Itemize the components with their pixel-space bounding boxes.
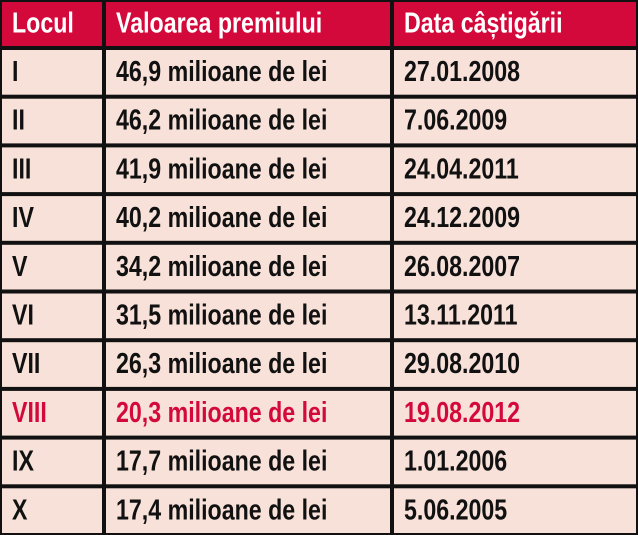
table-cell [2,244,102,290]
cell-text: 19.08.2012 [404,395,520,428]
cell-text: 17,4 milioane de lei [116,493,327,526]
table-cell [2,50,102,95]
cell-text: X [12,493,28,526]
table-cell [106,50,390,95]
header-cell [2,2,102,46]
cell-text: II [12,103,25,136]
cell-text: 40,2 milioane de lei [116,201,327,234]
cell-text: VIII [12,395,47,428]
table-cell [394,439,636,485]
table-cell [2,196,102,241]
cell-text: 20,3 milioane de lei [116,395,327,428]
cell-text: 24.04.2011 [404,152,519,185]
table-cell [394,244,636,290]
table-cell [2,342,102,387]
cell-text: 46,9 milioane de lei [116,55,327,88]
cell-text: I [12,55,18,88]
cell-text: 7.06.2009 [404,103,507,136]
cell-text: 17,7 milioane de lei [116,444,327,477]
header-text: Locul [12,6,74,39]
cell-text: 24.12.2009 [404,201,520,234]
table-cell [106,488,390,533]
cell-text: 26.08.2007 [404,249,520,282]
header-text: Valoarea premiului [116,6,322,39]
table-cell [2,98,102,144]
table-cell [394,196,636,241]
table-cell [106,196,390,241]
cell-text: 31,5 milioane de lei [116,298,327,331]
table-cell [394,147,636,193]
table-cell [106,390,390,436]
table-cell [394,98,636,144]
cell-text: 41,9 milioane de lei [116,152,327,185]
header-cell [394,2,636,46]
table-cell [394,293,636,339]
cell-text: 1.01.2006 [404,444,507,477]
table-cell [394,50,636,95]
table-cell [106,439,390,485]
table-cell [2,147,102,193]
table-cell [106,244,390,290]
cell-text: 26,3 milioane de lei [116,347,327,380]
table-cell [394,488,636,533]
header-cell [106,2,390,46]
cell-text: 46,2 milioane de lei [116,103,327,136]
cell-text: 29.08.2010 [404,347,520,380]
table-cell [106,147,390,193]
cell-text: 13.11.2011 [404,298,518,331]
table-cell [106,342,390,387]
table-cell [2,390,102,436]
cell-text: IV [12,201,34,234]
header-text: Data câștigării [404,6,563,39]
cell-text: V [12,249,28,282]
cell-text: III [12,152,31,185]
table-cell [394,342,636,387]
cell-text: IX [12,444,34,477]
cell-text: 5.06.2005 [404,493,507,526]
cell-text: 34,2 milioane de lei [116,249,327,282]
cell-text: VI [12,298,34,331]
table-cell [106,98,390,144]
table-cell [2,293,102,339]
table-cell [394,390,636,436]
table-cell [2,439,102,485]
table-cell [2,488,102,533]
cell-text: 27.01.2008 [404,55,520,88]
cell-text: VII [12,347,40,380]
table-cell [106,293,390,339]
